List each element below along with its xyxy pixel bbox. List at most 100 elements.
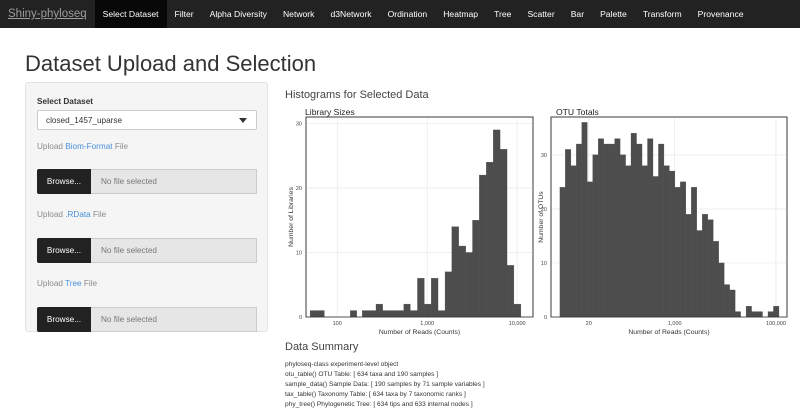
plot-frame [305, 116, 534, 318]
histogram-bar [458, 245, 466, 318]
y-tick-label: 20 [541, 207, 547, 213]
upload-rdata-highlight: .RData [65, 210, 91, 219]
histogram-bar [636, 143, 643, 318]
tab-bar[interactable]: Bar [570, 9, 585, 19]
histogram-bar [437, 310, 446, 318]
histogram-bar [499, 149, 508, 318]
histogram-bar [309, 310, 325, 318]
browse-rdata-button[interactable]: Browse... [37, 238, 91, 263]
upload-biom-suffix: File [112, 142, 129, 151]
upload-rdata-suffix: File [90, 210, 107, 219]
tab-transform[interactable]: Transform [642, 9, 682, 19]
histogram-bar [625, 165, 632, 318]
tab-network[interactable]: Network [282, 9, 315, 19]
histogram-bar [472, 220, 480, 318]
histogram-bar [486, 162, 494, 318]
y-tick-label: 30 [541, 153, 547, 159]
tab-provenance[interactable]: Provenance [697, 9, 744, 19]
tree-file-input[interactable]: Browse... No file selected [37, 307, 257, 332]
histogram-bar [734, 311, 741, 318]
upload-rdata-prefix: Upload [37, 210, 66, 219]
x-tick-label: 100,000 [766, 321, 786, 327]
x-axis-label: Number of Reads (Counts) [628, 329, 709, 336]
app-brand[interactable]: Shiny-phyloseq [8, 8, 87, 20]
histogram-bar [702, 214, 708, 318]
upload-biom-label: Upload Biom-Format File [37, 142, 128, 151]
histogram-bar [652, 176, 659, 318]
histogram-bar [350, 310, 357, 318]
tab-palette[interactable]: Palette [600, 9, 627, 19]
histogram-bar [647, 138, 654, 318]
tab-ordination[interactable]: Ordination [387, 9, 428, 19]
histogram-bar [663, 165, 670, 318]
histogram-bar [658, 143, 665, 318]
dataset-select-value: closed_1457_uparse [46, 115, 123, 125]
histogram-bar [431, 278, 439, 318]
upload-tree-prefix: Upload [37, 279, 66, 288]
histogram-bar [559, 187, 566, 318]
upload-tree-highlight: Tree [65, 279, 82, 288]
histogram-bar [410, 310, 418, 318]
histogram-bar [570, 165, 577, 318]
histogram-bar [479, 174, 487, 318]
upload-tree-label: Upload Tree File [37, 279, 97, 288]
histogram-bar [513, 303, 522, 318]
histogram-bar [506, 265, 515, 318]
histogram-bar [375, 303, 383, 318]
otu-totals-histogram: OTU Totals 0 10 20 30 20 1,000 100,000 Number of… [538, 107, 788, 336]
tab-heatmap[interactable]: Heatmap [443, 9, 479, 19]
tab-alpha-diversity[interactable]: Alpha Diversity [209, 9, 267, 19]
rdata-filename-field: No file selected [91, 238, 257, 263]
summary-line: otu_table() OTU Table: [ 634 taxa and 19… [285, 371, 439, 378]
histograms-heading: Histograms for Selected Data [285, 89, 429, 101]
histogram-bar [619, 154, 626, 318]
tab-scatter[interactable]: Scatter [527, 9, 555, 19]
tree-filename-field: No file selected [91, 307, 257, 332]
browse-biom-button[interactable]: Browse... [37, 169, 91, 194]
histogram-bar [641, 165, 648, 318]
x-tick-label: 20 [586, 321, 592, 327]
histogram-bar [614, 138, 621, 318]
biom-file-input[interactable]: Browse... No file selected [37, 169, 257, 194]
y-tick-label: 20 [296, 186, 302, 192]
chart-title: Library Sizes [305, 107, 355, 117]
browse-tree-button[interactable]: Browse... [37, 307, 91, 332]
summary-line: tax_table() Taxonomy Table: [ 634 taxa b… [285, 391, 466, 398]
page-title: Dataset Upload and Selection [25, 51, 317, 76]
histogram-bar [696, 230, 703, 318]
caret-down-icon [239, 118, 247, 123]
histogram-bar [756, 311, 763, 318]
histogram-bar [403, 303, 411, 318]
summary-line: phyloseq-class experiment-level object [285, 361, 399, 368]
histogram-bar [565, 149, 572, 318]
histogram-bar [773, 306, 780, 318]
y-tick-label: 0 [544, 315, 547, 321]
histogram-bar [724, 284, 730, 318]
upload-tree-suffix: File [81, 279, 98, 288]
data-summary-title: Data Summary [285, 341, 359, 353]
histogram-bar [362, 310, 377, 318]
histogram-bar [680, 181, 686, 318]
rdata-file-input[interactable]: Browse... No file selected [37, 238, 257, 263]
histogram-bar [707, 219, 714, 318]
histogram-bar [587, 181, 593, 318]
x-tick-label: 100 [333, 321, 342, 327]
sidebar-panel: Select Dataset closed_1457_uparse Upload… [25, 82, 268, 332]
tab-d3network[interactable]: d3Network [330, 9, 372, 19]
y-tick-label: 30 [296, 121, 302, 127]
biom-filename-field: No file selected [91, 169, 257, 194]
tab-select-dataset[interactable]: Select Dataset [94, 0, 167, 28]
y-tick-label: 10 [296, 250, 302, 256]
tab-filter[interactable]: Filter [174, 9, 194, 19]
histogram-bar [745, 306, 752, 318]
tab-tree[interactable]: Tree [494, 9, 512, 19]
histogram-bar [603, 143, 610, 318]
upload-biom-prefix: Upload [37, 142, 66, 151]
histogram-bar [674, 187, 681, 318]
histogram-bar [444, 271, 452, 318]
histogram-bar [424, 303, 432, 318]
summary-line: sample_data() Sample Data: [ 190 samples… [285, 381, 485, 388]
dataset-select[interactable]: closed_1457_uparse [37, 110, 257, 130]
histogram-bar [685, 214, 692, 318]
histogram-bar [417, 278, 425, 318]
